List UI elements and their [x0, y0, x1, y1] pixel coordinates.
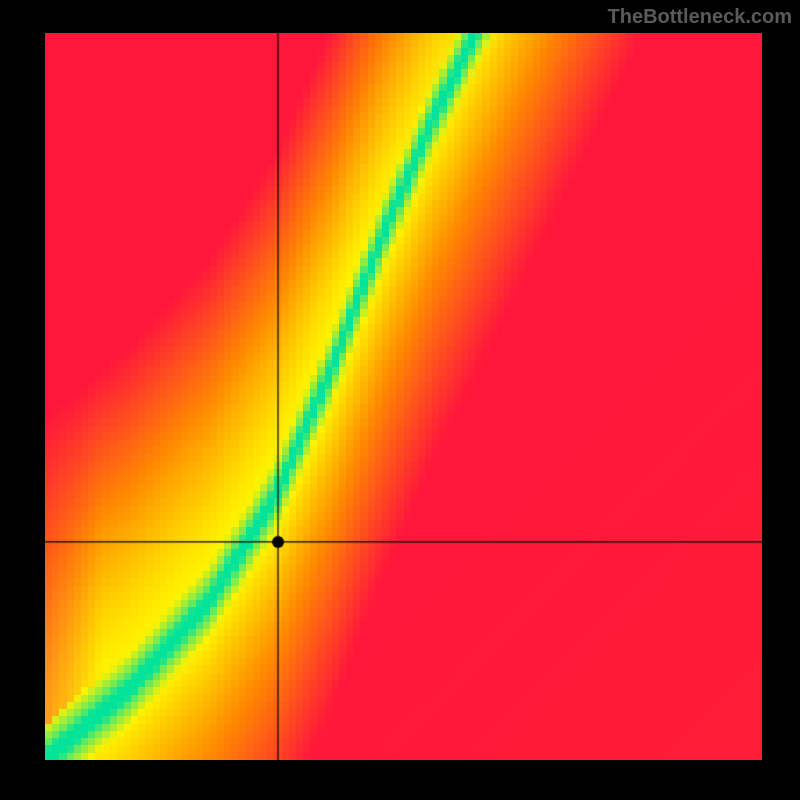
- watermark-text: TheBottleneck.com: [608, 6, 792, 29]
- chart-container: { "watermark": { "text": "TheBottleneck.…: [0, 0, 800, 800]
- bottleneck-heatmap: [45, 33, 762, 760]
